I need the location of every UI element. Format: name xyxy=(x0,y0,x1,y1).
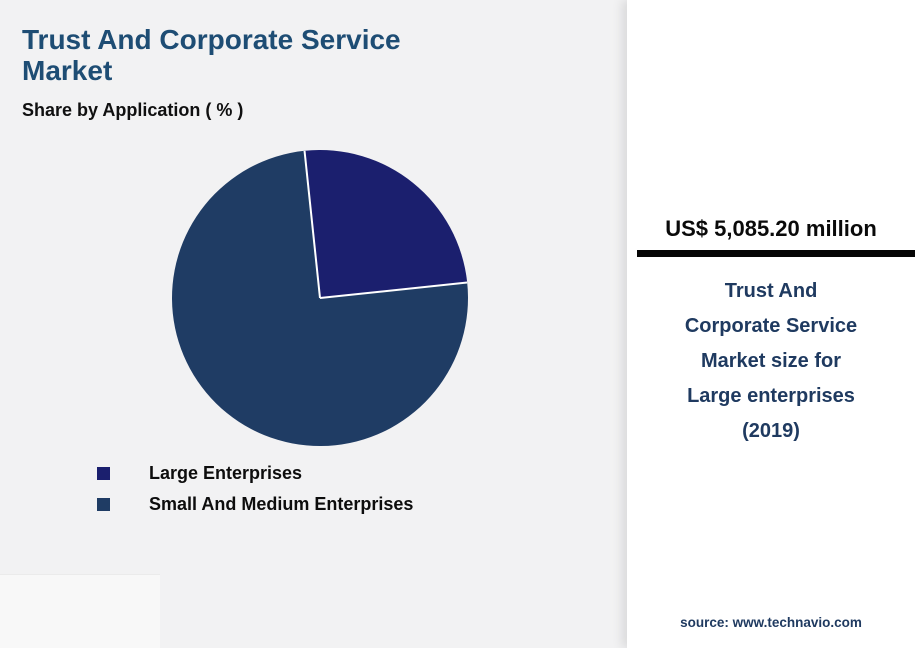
legend-label-large-enterprises: Large Enterprises xyxy=(149,462,303,483)
watermark-area xyxy=(0,574,160,648)
highlight-caption: Trust And Corporate Service Market size … xyxy=(684,280,858,442)
chart-legend: Large Enterprises Small And Medium Enter… xyxy=(97,461,413,523)
pie-chart xyxy=(170,148,470,448)
source-text: source: www.technavio.com xyxy=(680,615,862,630)
legend-label-small-medium-enterprises: Small And Medium Enterprises xyxy=(149,493,414,514)
highlight-value: US$ 5,085.20 million xyxy=(665,216,877,241)
legend-marker-small-medium-enterprises xyxy=(97,497,110,511)
divider-bar xyxy=(637,250,915,257)
pie-slice xyxy=(172,150,469,446)
highlight-panel: US$ 5,085.20 million Trust And Corporate… xyxy=(627,0,915,648)
legend-marker-large-enterprises xyxy=(97,466,110,480)
slice-separator-line xyxy=(303,150,321,299)
legend-item-large-enterprises: Large Enterprises xyxy=(97,461,413,485)
pie-chart-svg xyxy=(172,149,469,446)
chart-subtitle: Share by Application ( % ) xyxy=(22,100,244,120)
legend-item-small-medium-enterprises: Small And Medium Enterprises xyxy=(97,492,413,516)
pie-slice xyxy=(304,149,468,298)
slice-separator-line xyxy=(319,281,468,299)
page-title: Trust And Corporate Service Market xyxy=(22,24,401,86)
chart-area: Trust And Corporate Service Market Share… xyxy=(0,24,470,648)
